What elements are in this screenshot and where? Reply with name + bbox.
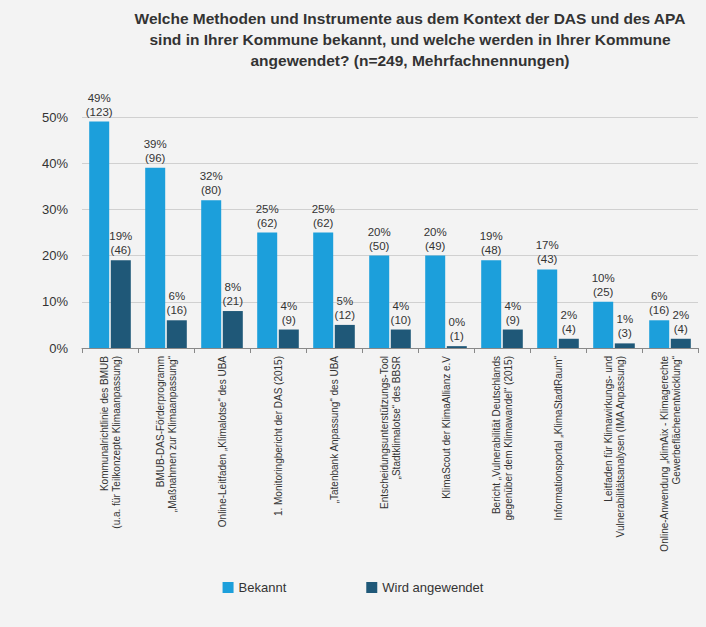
svg-text:KlimaScout der KlimaAllianz e.: KlimaScout der KlimaAllianz e.V [441,356,452,499]
svg-text:BMUB-DAS-Förderprogramm: BMUB-DAS-Förderprogramm [155,356,166,487]
svg-text:30%: 30% [42,202,68,217]
svg-text:4%: 4% [280,300,297,312]
svg-text:Kommunalrichtlinie des BMUB: Kommunalrichtlinie des BMUB [99,356,110,491]
svg-text:1. Monitoringbericht der DAS (: 1. Monitoringbericht der DAS (2015) [273,356,284,516]
svg-text:(1): (1) [450,330,464,342]
svg-text:Online-Anwendung „klimAix - Kl: Online-Anwendung „klimAix - Klimagerecht… [659,356,670,552]
svg-text:20%: 20% [424,226,447,238]
svg-text:32%: 32% [200,170,223,182]
svg-text:17%: 17% [536,239,559,251]
svg-text:(9): (9) [506,314,520,326]
svg-text:39%: 39% [144,138,167,150]
svg-text:19%: 19% [480,230,503,242]
svg-text:40%: 40% [42,156,68,171]
html-text:Welche Methoden und Instrument: Welche Methoden und Instrumente aus dem … [134,10,686,69]
svg-text:19%: 19% [109,230,132,242]
svg-text:Entscheidungsunterstützungs-To: Entscheidungsunterstützungs-Tool [379,356,390,509]
svg-text:(48): (48) [481,244,502,256]
svg-text:(43): (43) [537,253,558,265]
svg-text:Bericht „Vulnerabilität Deutsc: Bericht „Vulnerabilität Deutschlands [491,356,502,514]
svg-text:(50): (50) [369,240,390,252]
svg-text:„Maßnahmen zur Klimaanpassung“: „Maßnahmen zur Klimaanpassung“ [167,356,178,512]
svg-text:25%: 25% [312,203,335,215]
svg-text:(4): (4) [674,323,688,335]
svg-text:10%: 10% [592,272,615,284]
svg-text:(123): (123) [86,106,113,118]
svg-text:(16): (16) [167,304,188,316]
svg-text:(10): (10) [391,314,412,326]
svg-text:(62): (62) [313,217,334,229]
svg-text:„Tatenbank Anpassung“ des UBA: „Tatenbank Anpassung“ des UBA [329,356,340,504]
svg-text:8%: 8% [224,281,241,293]
svg-text:4%: 4% [392,300,409,312]
svg-text:50%: 50% [42,110,68,125]
svg-text:Online-Leitfaden „Klimalotse“: Online-Leitfaden „Klimalotse“ des UBA [217,356,228,528]
svg-text:Gewerbeflächenentwicklung“: Gewerbeflächenentwicklung“ [671,356,682,484]
svg-text:(u.a. für Teilkonzepte Klimaan: (u.a. für Teilkonzepte Klimaanpassung) [111,356,122,529]
svg-text:2%: 2% [560,309,577,321]
svg-text:25%: 25% [256,203,279,215]
svg-text:0%: 0% [49,341,68,356]
svg-text:(9): (9) [282,314,296,326]
svg-text:(49): (49) [425,240,446,252]
svg-text:(3): (3) [618,327,632,339]
svg-text:(25): (25) [593,286,614,298]
svg-text:6%: 6% [651,290,668,302]
svg-text:gegenüber dem Klimawandel“ (20: gegenüber dem Klimawandel“ (2015) [503,356,514,521]
svg-text:0%: 0% [448,316,465,328]
svg-text:(96): (96) [145,152,166,164]
svg-text:2%: 2% [672,309,689,321]
svg-text:1%: 1% [616,313,633,325]
svg-text:(80): (80) [201,184,222,196]
svg-text:(16): (16) [649,304,670,316]
svg-text:10%: 10% [42,294,68,309]
svg-text:4%: 4% [504,300,521,312]
svg-text:20%: 20% [42,248,68,263]
svg-text:6%: 6% [168,290,185,302]
svg-text:(12): (12) [335,309,356,321]
svg-text:(46): (46) [111,244,132,256]
svg-text:(4): (4) [562,323,576,335]
svg-text:Vulnerabilitätsanalysen (IMA A: Vulnerabilitätsanalysen (IMA Anpassung) [615,356,626,537]
svg-text:Wird angewendet: Wird angewendet [382,580,484,595]
svg-text:(62): (62) [257,217,278,229]
svg-text:5%: 5% [336,295,353,307]
svg-text:20%: 20% [368,226,391,238]
svg-text:49%: 49% [88,92,111,104]
svg-text:(21): (21) [223,295,244,307]
svg-text:Leitfaden für Klimawirkungs- u: Leitfaden für Klimawirkungs- und [603,356,614,502]
svg-text:Informationsportal „KlimaStadt: Informationsportal „KlimaStadtRaum“ [553,356,564,521]
svg-text:„Stadtklimalotse“ des BBSR: „Stadtklimalotse“ des BBSR [391,356,402,479]
svg-text:Bekannt: Bekannt [239,580,287,595]
